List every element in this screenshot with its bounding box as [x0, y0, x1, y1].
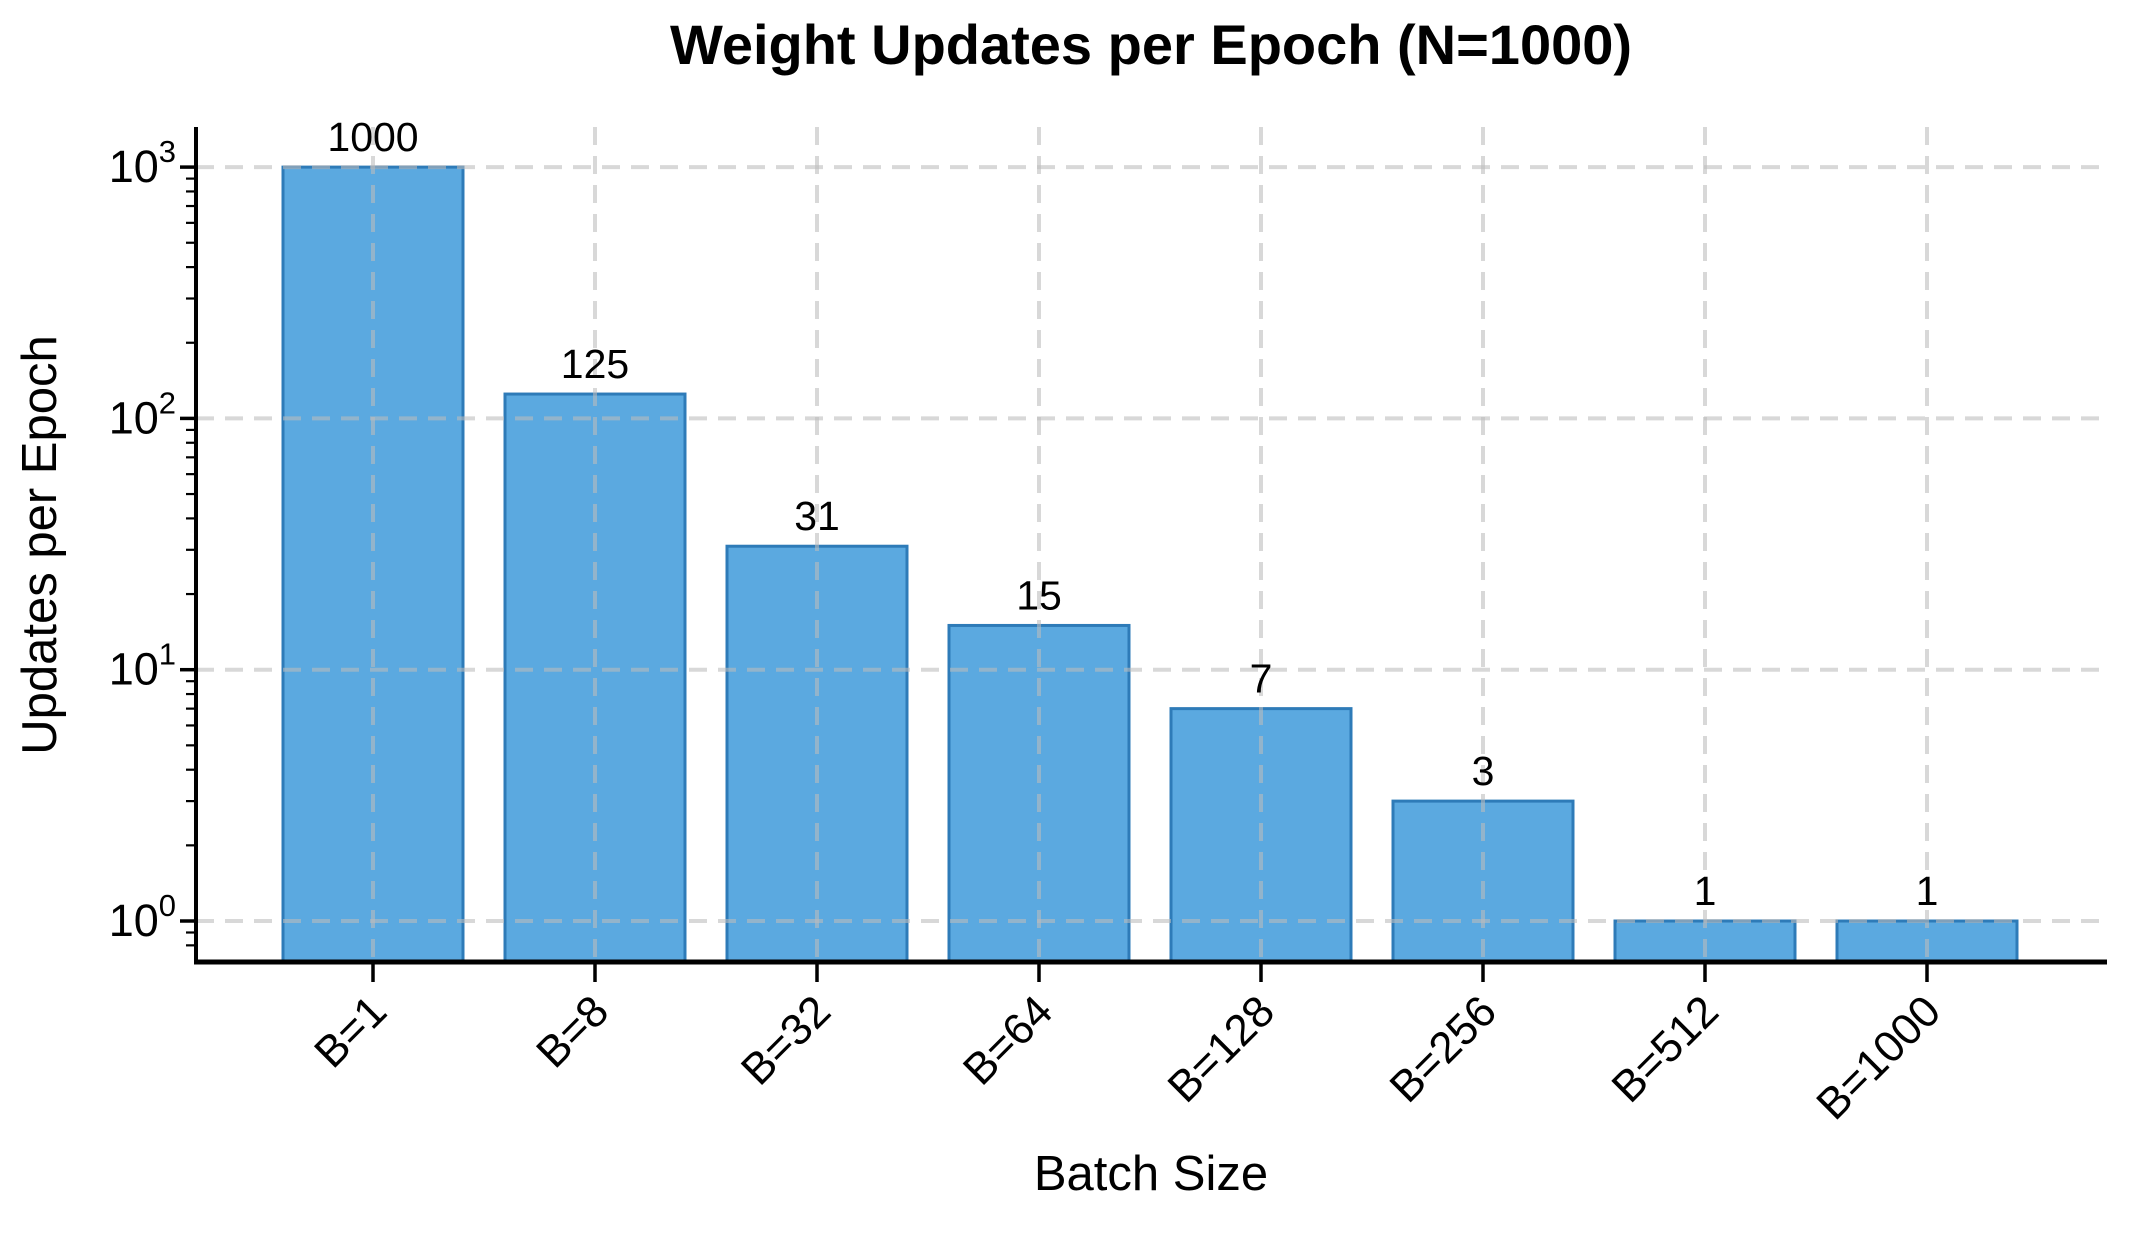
- gridlines: [196, 127, 2107, 962]
- x-tick-label: B=512: [1603, 986, 1728, 1111]
- x-tick-label: B=64: [954, 986, 1062, 1094]
- y-axis-label: Updates per Epoch: [13, 335, 67, 755]
- bars: [281, 165, 2019, 964]
- x-tick-label: B=256: [1381, 986, 1506, 1111]
- y-tick-label: 100: [109, 888, 176, 946]
- x-tick-labels: B=1 B=8 B=32 B=64 B=128 B=256 B=512 B=1000: [305, 986, 1950, 1129]
- chart-title: Weight Updates per Epoch (N=1000): [670, 13, 1632, 76]
- y-tick-labels: 100 101 102 103: [109, 134, 176, 946]
- x-tick-label: B=8: [527, 986, 618, 1077]
- bar-value-label: 15: [1016, 572, 1062, 618]
- x-tick-label: B=1: [305, 986, 396, 1077]
- y-tick-label: 101: [109, 637, 176, 695]
- x-tick-label: B=128: [1159, 986, 1284, 1111]
- x-tick-label: B=1000: [1807, 986, 1950, 1129]
- bar-value-label: 7: [1250, 656, 1273, 702]
- axis-ticks: [180, 165, 1929, 982]
- x-axis-label: Batch Size: [1034, 1147, 1268, 1201]
- axes-spines: [194, 127, 2107, 965]
- x-tick-label: B=32: [732, 986, 840, 1094]
- bar-value-label: 1: [1916, 868, 1939, 914]
- bar-value-label: 1: [1694, 868, 1717, 914]
- bar-value-label: 3: [1472, 748, 1495, 794]
- bar-value-label: 1000: [327, 114, 418, 160]
- bar-value-label: 31: [794, 493, 840, 539]
- bar-value-label: 125: [561, 341, 629, 387]
- y-tick-label: 103: [109, 134, 176, 192]
- y-tick-label: 102: [109, 385, 176, 443]
